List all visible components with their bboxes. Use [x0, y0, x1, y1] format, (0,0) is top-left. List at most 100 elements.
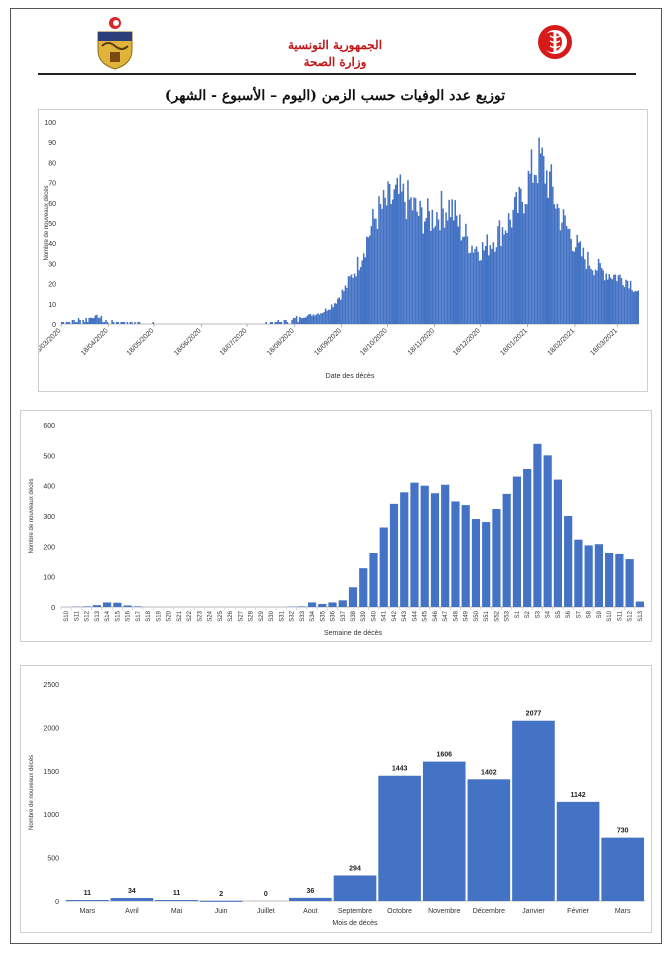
weekly-bar: [533, 443, 542, 607]
daily-bar: [353, 273, 356, 324]
y-tick-label: 80: [48, 160, 56, 167]
daily-bar: [628, 288, 630, 324]
daily-bar: [410, 197, 412, 324]
x-tick-label: 18/02/2021: [547, 327, 577, 357]
daily-bar: [390, 203, 392, 324]
x-tick-label: S14: [105, 610, 111, 621]
daily-bar: [280, 321, 283, 324]
x-tick-label: Février: [567, 908, 589, 915]
daily-bar: [582, 247, 585, 324]
daily-bar: [451, 199, 453, 324]
daily-bar: [364, 257, 367, 324]
daily-bar: [338, 297, 341, 324]
daily-bar: [466, 236, 469, 324]
monthly-bar: [155, 900, 198, 902]
daily-bar: [428, 211, 431, 324]
daily-bar: [518, 186, 521, 324]
daily-bar: [404, 202, 406, 324]
weekly-bar: [605, 553, 614, 607]
daily-bar: [500, 246, 502, 324]
daily-bar: [71, 319, 74, 324]
daily-bar: [576, 234, 578, 324]
daily-bar: [593, 275, 595, 324]
daily-bar: [358, 270, 360, 324]
daily-bar: [122, 321, 124, 324]
daily-bar: [562, 209, 565, 324]
x-tick-label: Octobre: [387, 908, 412, 915]
daily-bar: [301, 318, 304, 324]
daily-bar: [276, 321, 278, 324]
daily-bar: [112, 321, 115, 324]
weekly-bar: [430, 493, 440, 607]
daily-bar: [269, 321, 272, 324]
weekly-bar: [635, 601, 644, 607]
x-tick-label: S13: [638, 610, 644, 621]
daily-bar: [137, 321, 139, 324]
daily-bar: [484, 245, 487, 324]
x-tick-label: S30: [269, 610, 275, 621]
daily-bar: [111, 319, 113, 324]
daily-bar: [587, 251, 589, 324]
daily-bar: [448, 199, 450, 324]
daily-bar: [105, 319, 107, 324]
weekly-bar: [103, 602, 112, 607]
daily-bar: [408, 199, 411, 324]
daily-bar: [570, 239, 572, 324]
daily-bar: [488, 255, 490, 324]
daily-bar: [100, 315, 103, 324]
daily-bar: [317, 313, 319, 324]
daily-bar: [370, 226, 373, 324]
x-tick-label: S29: [259, 610, 265, 621]
daily-bar: [568, 228, 571, 324]
daily-bar: [481, 242, 484, 324]
weekly-bar: [297, 606, 306, 607]
daily-bar: [427, 198, 429, 324]
daily-bar: [585, 268, 588, 324]
monthly-deaths-chart-panel: 0 500 1000 1500 2000 2500 11 Mars 34 Avril 11 Mai 2 J…: [20, 665, 652, 933]
monthly-deaths-chart: 0 500 1000 1500 2000 2500 11 Mars 34 Avril 11 Mai 2 J…: [29, 682, 645, 927]
daily-bar: [509, 219, 511, 324]
daily-bar: [542, 156, 545, 324]
daily-bar: [516, 212, 519, 324]
daily-bar: [381, 208, 383, 324]
y-tick-label: 20: [48, 282, 56, 289]
header-divider: [38, 73, 636, 75]
daily-bar: [369, 235, 371, 324]
daily-bar: [346, 287, 348, 324]
daily-bar: [85, 317, 87, 324]
daily-bar: [515, 192, 517, 324]
daily-bar: [506, 233, 508, 324]
x-tick-label: Mars: [80, 908, 96, 915]
daily-bar: [277, 319, 280, 324]
daily-bar: [550, 164, 553, 324]
daily-bar: [632, 292, 635, 324]
daily-bar: [527, 170, 530, 324]
daily-bar: [526, 204, 528, 324]
weekly-bar: [615, 553, 624, 607]
x-tick-label: S45: [423, 610, 429, 621]
x-tick-label: S19: [156, 610, 162, 621]
daily-bar: [62, 321, 65, 324]
daily-bar: [608, 274, 611, 324]
daily-bar: [416, 211, 418, 324]
daily-bar: [332, 307, 334, 324]
daily-bar: [513, 197, 516, 324]
x-tick-label: Juillet: [257, 908, 275, 915]
daily-bar: [321, 313, 324, 324]
weekly-bar: [82, 606, 91, 607]
daily-bar: [312, 314, 315, 324]
daily-bar: [523, 213, 525, 324]
daily-bar: [83, 321, 86, 324]
daily-bar: [411, 210, 414, 324]
x-tick-label: S20: [167, 610, 173, 621]
y-axis-title: Nombre de nouveaux décès: [29, 755, 35, 830]
weekly-bar: [471, 519, 481, 607]
daily-bar: [637, 290, 639, 324]
daily-bar: [571, 250, 574, 324]
x-axis-title: Mois de décès: [332, 920, 378, 927]
x-tick-label: S32: [290, 610, 296, 621]
weekly-bar: [441, 484, 450, 607]
daily-bar: [579, 241, 582, 324]
daily-bar: [68, 321, 71, 324]
daily-bar: [294, 317, 296, 324]
